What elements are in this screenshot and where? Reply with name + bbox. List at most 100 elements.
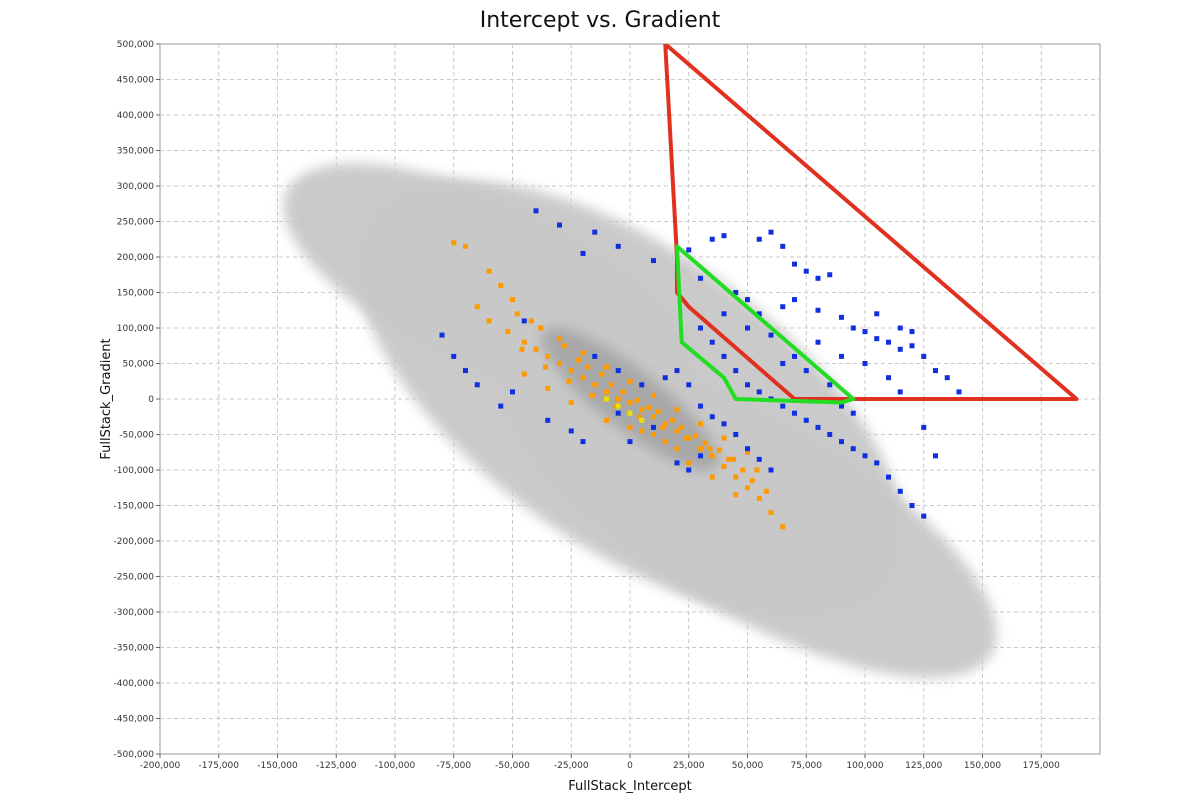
data-point bbox=[615, 243, 621, 249]
data-point bbox=[521, 318, 527, 324]
data-point bbox=[921, 424, 927, 430]
data-point bbox=[756, 236, 762, 242]
data-point bbox=[944, 375, 950, 381]
y-tick-label: -300,000 bbox=[114, 608, 155, 618]
data-point bbox=[698, 403, 703, 409]
data-point bbox=[669, 417, 675, 423]
data-point bbox=[754, 467, 760, 473]
data-point bbox=[589, 392, 595, 398]
data-point bbox=[662, 421, 668, 427]
data-point bbox=[721, 353, 727, 359]
data-point bbox=[615, 410, 621, 416]
data-point bbox=[839, 353, 844, 359]
data-point bbox=[815, 424, 821, 430]
data-point bbox=[780, 361, 786, 366]
data-point bbox=[651, 414, 656, 420]
data-point bbox=[792, 261, 797, 267]
data-point bbox=[768, 467, 774, 473]
data-point bbox=[514, 311, 520, 317]
data-point bbox=[686, 247, 692, 253]
data-point bbox=[674, 407, 680, 413]
y-tick-label: 250,000 bbox=[117, 218, 154, 228]
data-point bbox=[733, 474, 739, 480]
data-point bbox=[839, 314, 844, 320]
y-axis-label: FullStack_Gradient bbox=[99, 338, 114, 459]
y-tick-label: 200,000 bbox=[117, 253, 154, 263]
data-point bbox=[545, 385, 551, 391]
data-point bbox=[655, 409, 661, 415]
data-point bbox=[505, 329, 511, 335]
data-point bbox=[792, 297, 797, 303]
data-point bbox=[749, 478, 755, 484]
data-point bbox=[909, 329, 915, 335]
data-point bbox=[745, 382, 750, 388]
data-point bbox=[768, 332, 774, 338]
data-point bbox=[707, 446, 713, 452]
data-point bbox=[580, 375, 586, 381]
data-point bbox=[474, 382, 480, 388]
data-point bbox=[580, 250, 586, 256]
data-point bbox=[486, 318, 492, 324]
data-point bbox=[721, 233, 727, 239]
data-point bbox=[627, 400, 633, 406]
x-tick-label: 150,000 bbox=[964, 761, 1001, 771]
data-point bbox=[909, 503, 915, 508]
data-point bbox=[733, 432, 739, 437]
data-point bbox=[709, 474, 715, 480]
data-point bbox=[639, 407, 645, 413]
y-tick-label: -150,000 bbox=[114, 502, 155, 512]
data-point bbox=[557, 222, 562, 228]
data-point bbox=[686, 460, 692, 466]
data-point bbox=[592, 229, 598, 235]
data-point bbox=[510, 389, 515, 395]
data-point bbox=[698, 453, 703, 459]
data-point bbox=[620, 389, 626, 395]
y-tick-label: -200,000 bbox=[114, 537, 155, 547]
data-point bbox=[604, 396, 609, 402]
data-point bbox=[745, 297, 750, 303]
x-axis-label: FullStack_Intercept bbox=[568, 779, 691, 794]
data-point bbox=[498, 282, 504, 288]
data-point bbox=[780, 304, 786, 310]
data-point bbox=[627, 378, 633, 384]
data-point bbox=[592, 382, 598, 388]
data-point bbox=[568, 400, 574, 406]
data-point bbox=[909, 343, 915, 349]
x-tick-label: -25,000 bbox=[554, 761, 589, 771]
data-point bbox=[756, 456, 762, 462]
y-tick-label: 0 bbox=[148, 395, 154, 405]
data-point bbox=[519, 346, 525, 352]
data-point bbox=[615, 396, 621, 402]
data-point bbox=[763, 488, 769, 494]
data-point bbox=[745, 449, 750, 455]
data-point bbox=[886, 375, 891, 381]
y-tick-label: -100,000 bbox=[114, 466, 155, 476]
y-tick-label: -250,000 bbox=[114, 573, 155, 583]
data-point bbox=[897, 346, 903, 352]
data-point bbox=[651, 258, 656, 264]
background-density-cloud bbox=[283, 163, 997, 678]
data-point bbox=[886, 474, 891, 480]
data-point bbox=[745, 485, 750, 491]
y-tick-label: 350,000 bbox=[117, 147, 154, 157]
data-point bbox=[615, 368, 621, 374]
data-point bbox=[933, 453, 938, 459]
data-point bbox=[686, 382, 692, 388]
data-point bbox=[557, 361, 562, 366]
data-point bbox=[683, 435, 689, 441]
data-point bbox=[768, 510, 774, 516]
series-1 bbox=[439, 208, 962, 519]
data-point bbox=[709, 453, 715, 459]
data-point bbox=[674, 446, 680, 452]
data-point bbox=[521, 371, 527, 377]
data-point bbox=[897, 325, 903, 331]
data-point bbox=[780, 403, 786, 409]
data-point bbox=[709, 339, 715, 345]
chart-title: Intercept vs. Gradient bbox=[479, 8, 721, 33]
data-point bbox=[792, 353, 797, 359]
data-point bbox=[756, 311, 762, 317]
data-point bbox=[627, 410, 633, 416]
data-point bbox=[627, 439, 633, 445]
data-point bbox=[874, 460, 880, 466]
